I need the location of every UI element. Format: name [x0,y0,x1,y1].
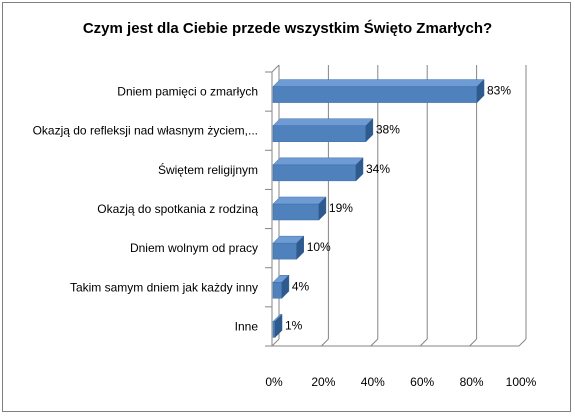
bar-side [318,196,327,221]
floor-line [419,338,428,347]
chart-title: Czym jest dla Ciebie przede wszystkim Św… [82,20,493,37]
floor-line [469,338,477,347]
category-label: Okazją do refleksji nad własnym życiem,.… [33,124,258,138]
x-tick-label: 20% [311,375,335,389]
x-tick-label: 60% [410,375,434,389]
category-label: Inne [235,319,259,333]
data-label: 38% [376,123,400,137]
bar [272,86,478,103]
bar [272,321,276,338]
x-tick-label: 40% [361,375,385,389]
data-label: 83% [487,84,511,98]
bar [272,164,357,182]
bar-top [272,79,485,87]
floor-line [321,338,329,347]
category-label: Dniem wolnym od pracy [130,241,258,255]
bar [272,125,367,142]
bar-top [272,118,374,126]
x-tick-label: 80% [460,375,484,389]
bar-side [355,157,364,182]
bar-top [272,196,327,205]
floor-line [370,338,379,347]
data-label: 1% [285,318,303,332]
bar [272,282,283,299]
data-label: 34% [366,162,390,176]
bar [272,203,320,221]
x-tick-label: 100% [506,375,537,389]
bar [272,242,297,260]
data-label: 19% [329,201,353,215]
data-label: 4% [292,279,310,293]
data-label: 10% [307,240,331,254]
bar-side [281,274,290,299]
floor-line [518,338,527,347]
category-label: Okazją do spotkania z rodziną [97,202,258,216]
bar-side [476,78,485,104]
category-label: Dniem pamięci o zmarłych [117,85,258,99]
bar-side [365,118,374,143]
x-tick-label: 0% [265,375,283,389]
bar-side [296,235,304,260]
floor-line [271,338,280,347]
category-label: Świętem religijnym [158,162,258,177]
wall-top-edge [271,64,280,73]
bar-top [272,157,364,166]
category-label: Takim samym dniem jak każdy inny [70,280,258,294]
bar-side [274,313,283,339]
